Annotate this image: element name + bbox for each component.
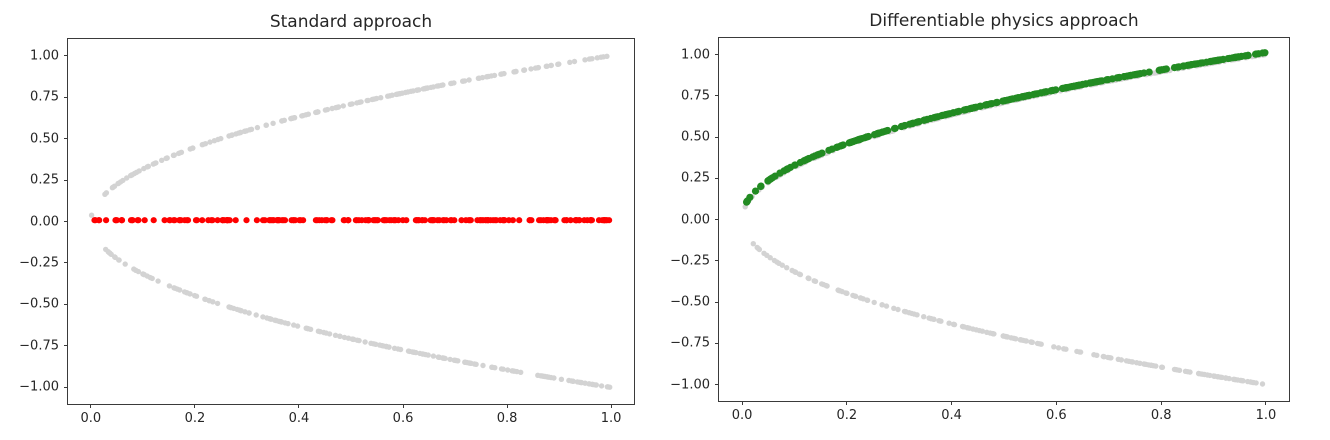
y-tick-label: 0.50	[30, 131, 59, 147]
scatter-canvas	[88, 53, 613, 390]
x-tick-label: 1.0	[600, 411, 622, 426]
plot-title: Standard approach	[269, 12, 433, 32]
y-tick-label: 1.00	[30, 48, 59, 64]
x-tick-label: 0.8	[496, 411, 518, 426]
x-tick-mark	[1160, 401, 1162, 405]
x-tick-label: 1.0	[1255, 408, 1277, 423]
x-tick-label: 0.4	[941, 408, 962, 423]
x-tick-mark	[402, 404, 404, 408]
solution-lower-branch	[750, 241, 1266, 387]
standard-approach-plot: Standard approach 0.0 0.2 0.4 0.6 0.8 1.0 1.0…	[19, 12, 635, 426]
x-tick-mark	[90, 404, 92, 408]
y-tick-label: 1.00	[681, 47, 710, 62]
y-tick-label: 0.00	[681, 212, 710, 227]
x-tick-mark	[951, 401, 953, 405]
y-tick-label: 0.50	[681, 129, 710, 145]
x-tick-mark	[1055, 401, 1057, 405]
y-tick-label: −0.25	[670, 253, 710, 269]
x-tick-label: 0.6	[1046, 408, 1067, 423]
y-tick-label: 0.75	[30, 89, 59, 105]
solution-upper-branch	[742, 52, 1268, 210]
x-tick-label: 0.4	[288, 411, 310, 426]
y-tick-label: −0.75	[670, 335, 710, 351]
y-tick-label: 0.25	[30, 172, 59, 188]
y-tick-label: −1.00	[19, 379, 59, 395]
solution-lower-branch	[103, 246, 613, 390]
x-tick-mark	[298, 404, 300, 408]
x-tick-mark	[846, 401, 848, 405]
x-tick-mark	[741, 401, 743, 405]
differentiable-physics-plot: Differentiable physics approach 0.0 0.2 0.…	[670, 11, 1290, 423]
x-tick-mark	[1265, 401, 1267, 405]
nn-prediction-physics	[743, 49, 1269, 206]
y-tick-label: −0.50	[19, 296, 59, 312]
x-tick-label: 0.8	[1150, 408, 1172, 423]
x-tick-mark	[194, 404, 196, 408]
x-tick-label: 0.0	[80, 411, 102, 426]
y-tick-label: 0.00	[30, 214, 59, 229]
y-tick-label: −1.00	[670, 377, 710, 392]
y-tick-label: −0.50	[670, 294, 710, 310]
x-tick-mark	[610, 404, 612, 408]
x-tick-label: 0.6	[392, 411, 414, 426]
solution-upper-branch	[88, 53, 610, 218]
y-tick-label: 0.75	[681, 88, 710, 104]
nn-prediction-collapsed	[91, 217, 613, 224]
y-tick-label: −0.25	[19, 255, 59, 271]
x-tick-label: 0.0	[731, 408, 753, 423]
y-tick-label: 0.25	[681, 170, 710, 186]
plot-title: Differentiable physics approach	[869, 11, 1139, 31]
x-tick-mark	[506, 404, 508, 408]
x-tick-label: 0.2	[836, 408, 858, 423]
x-tick-label: 0.2	[184, 411, 206, 426]
scatter-canvas	[742, 49, 1269, 387]
y-tick-label: −0.75	[19, 338, 59, 354]
